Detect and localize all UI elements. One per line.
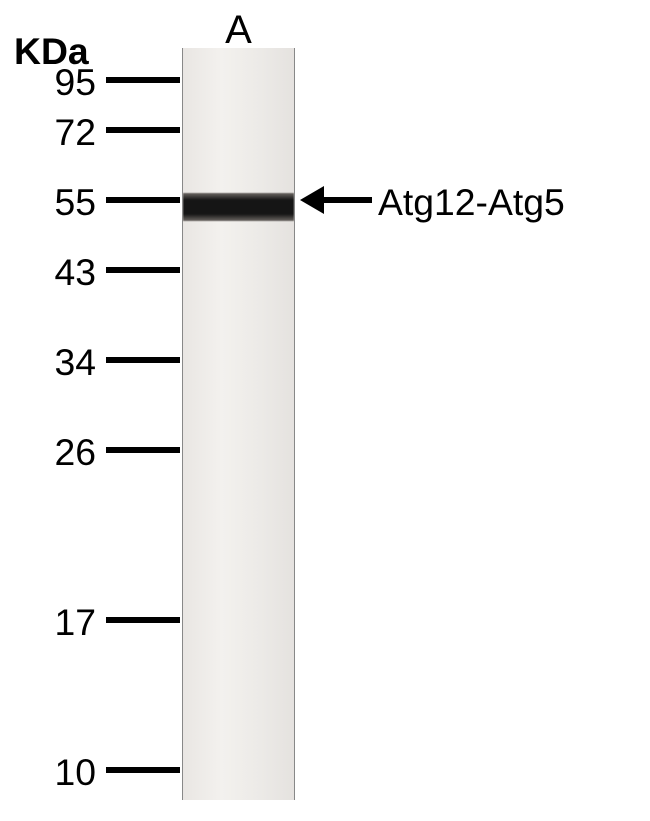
western-blot-figure: KDa 9572554334261710 A Atg12-Atg5: [0, 0, 650, 821]
marker-label-43: 43: [54, 251, 96, 294]
atg12-atg5-annotation-arrow: [300, 186, 372, 214]
marker-tick-10: [106, 767, 180, 773]
marker-label-34: 34: [54, 341, 96, 384]
lane-A: [182, 48, 295, 800]
marker-tick-43: [106, 267, 180, 273]
marker-tick-55: [106, 197, 180, 203]
marker-label-55: 55: [54, 181, 96, 224]
marker-tick-34: [106, 357, 180, 363]
atg12-atg5-band: [183, 193, 294, 221]
marker-tick-95: [106, 77, 180, 83]
lane-bg-A: [183, 48, 294, 800]
lane-header-A: A: [182, 8, 295, 53]
marker-label-26: 26: [54, 431, 96, 474]
atg12-atg5-annotation-label: Atg12-Atg5: [378, 181, 565, 224]
marker-tick-26: [106, 447, 180, 453]
marker-label-17: 17: [54, 601, 96, 644]
marker-tick-17: [106, 617, 180, 623]
arrow-left-icon: [300, 186, 324, 214]
atg12-atg5-annotation-arrow-shaft: [324, 197, 372, 203]
marker-tick-72: [106, 127, 180, 133]
marker-label-95: 95: [54, 61, 96, 104]
marker-label-10: 10: [54, 751, 96, 794]
marker-label-72: 72: [54, 111, 96, 154]
